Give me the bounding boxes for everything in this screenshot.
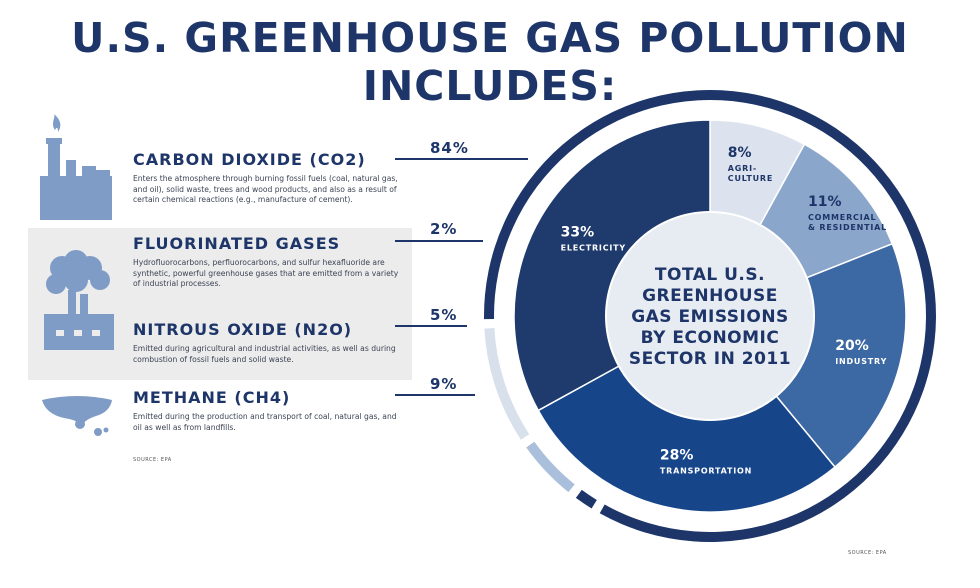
slice-name-label: AGRI-	[728, 164, 757, 173]
outer-ring-fluorinated	[575, 489, 597, 509]
center-text-line: GAS EMISSIONS	[631, 307, 789, 327]
leader-line-n2o	[395, 325, 467, 327]
source-note-left: SOURCE: EPA	[133, 457, 172, 463]
slice-name-label: TRANSPORTATION	[660, 466, 752, 475]
donut-center	[605, 211, 815, 421]
gas-n2o: NITROUS OXIDE (N2O) Emitted during agric…	[133, 320, 403, 365]
slice-name-label: & RESIDENTIAL	[808, 223, 887, 232]
percent-methane: 9%	[430, 375, 458, 393]
highlight-panel	[28, 228, 412, 380]
gas-name: FLUORINATED GASES	[133, 234, 341, 253]
gas-name: CARBON DIOXIDE (CO2)	[133, 150, 366, 169]
gas-name: METHANE (CH4)	[133, 388, 291, 407]
slice-name-label: ELECTRICITY	[561, 244, 626, 253]
leader-line-fluorinated	[395, 240, 483, 242]
leader-line-methane	[395, 394, 475, 396]
leader-line-co2	[395, 158, 528, 160]
center-text-line: BY ECONOMIC	[641, 328, 780, 348]
outer-ring-methane	[484, 328, 530, 440]
gas-description: Emitted during the production and transp…	[133, 412, 397, 432]
percent-n2o: 5%	[430, 306, 458, 324]
source-note-right: SOURCE: EPA	[848, 550, 887, 556]
gas-description: Emitted during agricultural and industri…	[133, 344, 396, 364]
gas-name: NITROUS OXIDE (N2O)	[133, 320, 353, 339]
slice-percent-label: 11%	[808, 194, 842, 210]
percent-co2: 84%	[430, 139, 469, 157]
slice-name-label: CULTURE	[728, 174, 773, 183]
gas-description: Enters the atmosphere through burning fo…	[133, 174, 398, 204]
slice-percent-label: 33%	[561, 225, 595, 241]
slice-percent-label: 28%	[660, 447, 694, 463]
center-text-line: SECTOR IN 2011	[629, 349, 791, 369]
gas-description: Hydrofluorocarbons, perfluorocarbons, an…	[133, 258, 399, 288]
smoke-factory-icon	[44, 250, 114, 350]
center-text-line: GREENHOUSE	[642, 286, 778, 306]
gas-co2: CARBON DIOXIDE (CO2) Enters the atmosphe…	[133, 150, 403, 206]
slice-percent-label: 8%	[728, 145, 752, 161]
gas-fluorinated: FLUORINATED GASES Hydrofluorocarbons, pe…	[133, 234, 403, 290]
outer-ring-n2o	[526, 441, 575, 493]
gas-methane: METHANE (CH4) Emitted during the product…	[133, 388, 403, 433]
percent-fluorinated: 2%	[430, 220, 458, 238]
center-text-line: TOTAL U.S.	[655, 265, 765, 285]
slice-percent-label: 20%	[835, 338, 869, 354]
slice-name-label: COMMERCIAL	[808, 213, 876, 222]
factory-icon	[40, 114, 112, 220]
slice-name-label: INDUSTRY	[835, 357, 887, 366]
page-title: U.S. GREENHOUSE GAS POLLUTION INCLUDES:	[71, 14, 909, 110]
methane-puddle-icon	[42, 396, 112, 436]
